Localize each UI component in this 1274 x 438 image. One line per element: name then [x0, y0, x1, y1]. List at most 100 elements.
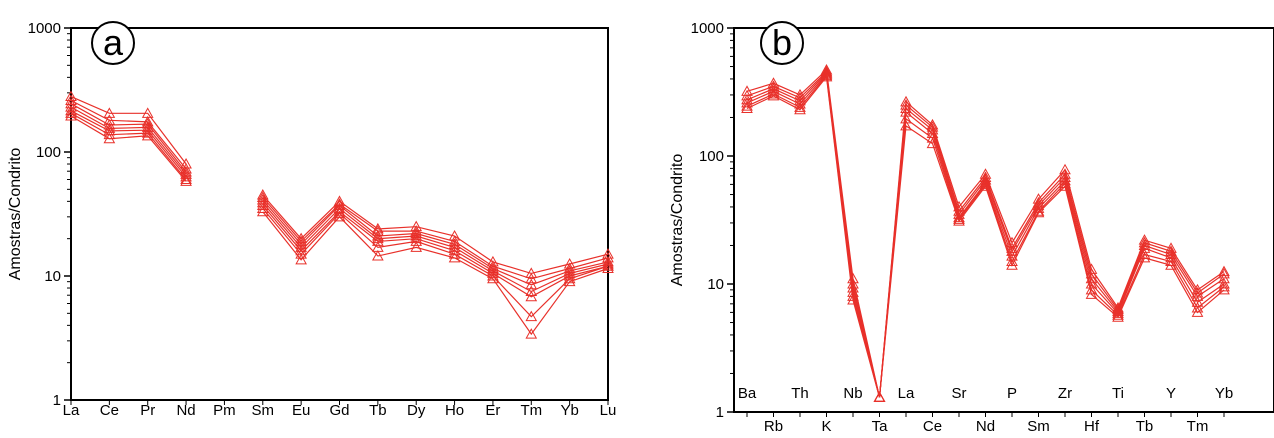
- plot-frame: [733, 27, 1274, 413]
- data-point: [953, 215, 965, 226]
- data-point: [1218, 277, 1230, 289]
- series-line: [70, 106, 187, 175]
- data-point: [1191, 296, 1204, 307]
- data-point: [1218, 265, 1230, 277]
- x-tick-label: Rb: [764, 418, 783, 435]
- data-point: [563, 275, 576, 287]
- x-tick-label: K: [821, 418, 831, 435]
- x-tick-label: Ta: [872, 418, 889, 435]
- data-point: [1218, 283, 1230, 295]
- x-tick-label: Sm: [1027, 418, 1050, 435]
- y-tick-label: 1000: [691, 20, 724, 37]
- data-point: [1191, 306, 1204, 317]
- rare-earth-chart-a: 1 10 100 1000 Amostras/Condrito La Ce Pr Nd Pm Sm E…: [7, 20, 617, 419]
- data-point: [410, 225, 423, 236]
- data-point: [563, 272, 576, 284]
- data-point: [525, 278, 538, 290]
- data-point: [410, 241, 423, 252]
- data-point: [256, 188, 269, 200]
- x-tick-label: Eu: [292, 402, 310, 419]
- data-point: [410, 227, 423, 239]
- x-tick-label: Er: [485, 402, 500, 419]
- x-tick-label: Nb: [843, 385, 862, 402]
- data-point: [1112, 311, 1124, 322]
- data-point: [487, 262, 499, 273]
- y-axis-title: Amostras/Condrito: [7, 148, 24, 281]
- data-point: [563, 269, 576, 281]
- x-tick-label: Pm: [213, 402, 236, 419]
- series-line: [70, 99, 187, 170]
- spider-diagram-chart-b: 1 10 100 1000 Amostras/Condrito Ba Rb Th K Nb Ta La…: [669, 20, 1274, 435]
- data-point: [563, 262, 576, 273]
- data-point: [141, 127, 154, 138]
- data-point: [141, 129, 154, 141]
- x-tick-label: Dy: [407, 402, 426, 419]
- data-point: [1006, 259, 1018, 270]
- x-tick-label: Th: [791, 385, 809, 402]
- data-point: [767, 87, 780, 99]
- data-point: [487, 272, 499, 284]
- x-tick-label: La: [898, 385, 915, 402]
- data-point: [900, 112, 912, 124]
- panel-letter: a: [103, 22, 124, 63]
- data-point: [333, 210, 346, 222]
- x-tick-label: Sm: [252, 402, 275, 419]
- series-line: [746, 72, 1225, 398]
- data-point: [372, 249, 384, 261]
- x-tick-label: Ti: [1112, 385, 1124, 402]
- data-point: [65, 110, 77, 121]
- data-point: [1191, 290, 1204, 301]
- data-point: [820, 70, 833, 82]
- y-tick-label: 1000: [28, 20, 61, 37]
- x-tick-label: Hf: [1084, 418, 1100, 435]
- series-line: [746, 75, 1225, 398]
- x-tick-label: Tm: [520, 402, 542, 419]
- data-point: [741, 89, 753, 101]
- series-line: [70, 103, 187, 173]
- x-tick-label: Ce: [100, 402, 119, 419]
- data-point: [1138, 251, 1151, 263]
- data-point: [794, 103, 806, 115]
- y-tick-label: 100: [36, 144, 61, 161]
- data-point: [525, 272, 538, 284]
- data-point: [372, 225, 384, 236]
- series-line: [262, 211, 609, 336]
- data-point: [65, 107, 77, 118]
- data-point: [741, 102, 753, 114]
- x-tick-label: Gd: [329, 402, 349, 419]
- x-tick-label: Lu: [600, 402, 617, 419]
- data-point: [410, 235, 423, 246]
- series-line: [262, 205, 609, 298]
- data-point: [953, 213, 965, 224]
- panel-letter: b: [772, 22, 792, 63]
- data-point: [295, 253, 307, 265]
- data-point: [602, 255, 614, 267]
- data-point: [103, 122, 116, 133]
- data-point: [525, 328, 538, 339]
- data-point: [256, 205, 269, 217]
- data-point: [410, 230, 423, 241]
- x-tick-label: Y: [1166, 385, 1176, 402]
- data-point: [741, 100, 753, 111]
- panel-letter-circle: [760, 21, 804, 65]
- data-point: [847, 293, 859, 305]
- data-point: [65, 104, 77, 116]
- series-line: [262, 199, 609, 286]
- data-point: [487, 269, 499, 281]
- data-point: [1218, 267, 1230, 279]
- data-point: [767, 89, 780, 101]
- x-tick-label: Zr: [1058, 385, 1072, 402]
- data-point: [372, 230, 384, 241]
- x-tick-label: Nd: [176, 402, 195, 419]
- series-line: [70, 112, 187, 180]
- series-line: [262, 197, 609, 280]
- y-tick-label: 100: [699, 148, 724, 165]
- y-tick-label: 1: [53, 392, 61, 409]
- x-tick-label: Pr: [140, 402, 155, 419]
- x-tick-label: La: [63, 402, 80, 419]
- x-tick-label: Tb: [1136, 418, 1154, 435]
- data-point: [525, 290, 538, 302]
- y-tick-label: 1: [716, 404, 724, 421]
- data-point: [525, 310, 538, 322]
- series-line: [70, 115, 187, 182]
